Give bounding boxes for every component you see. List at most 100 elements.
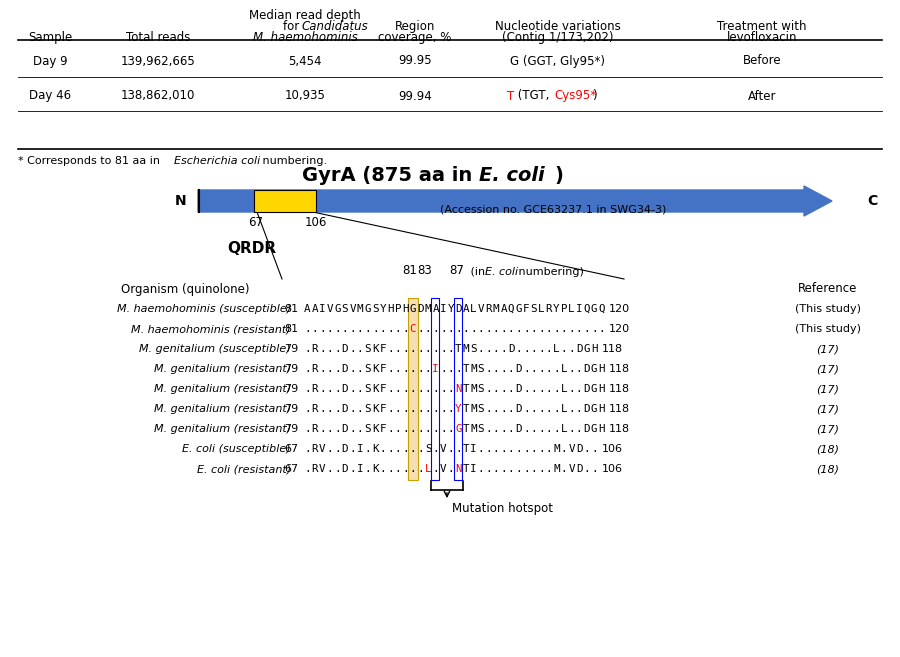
Text: P: P bbox=[394, 304, 401, 314]
Text: 81: 81 bbox=[402, 264, 417, 277]
Text: D: D bbox=[342, 464, 348, 474]
Text: .: . bbox=[418, 344, 424, 354]
Text: .: . bbox=[410, 344, 416, 354]
Text: S: S bbox=[478, 364, 484, 374]
Text: E. coli: E. coli bbox=[485, 267, 518, 277]
Text: M: M bbox=[470, 424, 477, 434]
Text: .: . bbox=[320, 404, 326, 414]
Text: .: . bbox=[327, 404, 333, 414]
Text: .: . bbox=[394, 404, 401, 414]
Text: .: . bbox=[334, 344, 341, 354]
Text: 138,862,010: 138,862,010 bbox=[121, 89, 195, 102]
Text: F: F bbox=[523, 304, 529, 314]
Text: 106: 106 bbox=[601, 464, 623, 474]
Text: Q: Q bbox=[508, 304, 515, 314]
Text: T: T bbox=[463, 444, 469, 454]
Text: .: . bbox=[349, 384, 356, 394]
Text: .: . bbox=[440, 344, 446, 354]
Text: .: . bbox=[568, 424, 575, 434]
Text: Cys95*: Cys95* bbox=[554, 89, 596, 102]
Text: H: H bbox=[598, 384, 605, 394]
Text: G: G bbox=[591, 384, 598, 394]
Text: M: M bbox=[493, 304, 500, 314]
Text: 120: 120 bbox=[609, 304, 630, 314]
Text: .: . bbox=[334, 324, 341, 334]
Text: K: K bbox=[372, 464, 378, 474]
Text: .: . bbox=[418, 404, 424, 414]
Text: .: . bbox=[372, 324, 378, 334]
Text: .: . bbox=[554, 324, 560, 334]
Text: .: . bbox=[425, 424, 431, 434]
Text: Escherichia coli: Escherichia coli bbox=[174, 156, 260, 166]
Text: .: . bbox=[493, 444, 500, 454]
Text: M. haemohominis (susceptible): M. haemohominis (susceptible) bbox=[117, 304, 291, 314]
Text: .: . bbox=[576, 404, 582, 414]
Text: .: . bbox=[387, 384, 393, 394]
Text: (17): (17) bbox=[816, 404, 840, 414]
Text: .: . bbox=[538, 324, 544, 334]
Text: R: R bbox=[311, 464, 318, 474]
Text: .: . bbox=[387, 444, 393, 454]
Text: (This study): (This study) bbox=[795, 324, 861, 334]
Text: .: . bbox=[402, 444, 409, 454]
Text: G: G bbox=[455, 424, 462, 434]
Text: .: . bbox=[432, 344, 439, 354]
Text: .: . bbox=[327, 324, 333, 334]
Text: H: H bbox=[402, 304, 409, 314]
Text: V: V bbox=[568, 444, 575, 454]
Text: I: I bbox=[320, 304, 326, 314]
Text: .: . bbox=[554, 404, 560, 414]
Text: .: . bbox=[538, 424, 544, 434]
Text: .: . bbox=[523, 344, 529, 354]
Text: .: . bbox=[516, 324, 522, 334]
Text: 79: 79 bbox=[284, 404, 298, 414]
Text: .: . bbox=[410, 404, 416, 414]
Text: V: V bbox=[320, 464, 326, 474]
Text: .: . bbox=[327, 364, 333, 374]
Text: .: . bbox=[500, 464, 507, 474]
Text: .: . bbox=[485, 344, 491, 354]
Text: 118: 118 bbox=[601, 344, 623, 354]
Text: 139,962,665: 139,962,665 bbox=[121, 55, 195, 68]
Text: K: K bbox=[372, 404, 378, 414]
Text: G: G bbox=[516, 304, 522, 314]
Text: H: H bbox=[598, 424, 605, 434]
Text: .: . bbox=[554, 424, 560, 434]
Text: .: . bbox=[516, 464, 522, 474]
Text: .: . bbox=[591, 324, 598, 334]
Text: .: . bbox=[538, 464, 544, 474]
Text: I: I bbox=[576, 304, 582, 314]
Text: .: . bbox=[418, 424, 424, 434]
Text: .: . bbox=[334, 424, 341, 434]
Text: G: G bbox=[334, 304, 341, 314]
Text: 10,935: 10,935 bbox=[284, 89, 326, 102]
Text: M. genitalium (resistant): M. genitalium (resistant) bbox=[154, 384, 291, 394]
Text: .: . bbox=[455, 364, 462, 374]
Text: .: . bbox=[500, 324, 507, 334]
Text: H: H bbox=[591, 344, 598, 354]
Text: R: R bbox=[485, 304, 491, 314]
Text: * Corresponds to 81 aa in: * Corresponds to 81 aa in bbox=[18, 156, 164, 166]
Text: .: . bbox=[523, 464, 529, 474]
Text: S: S bbox=[364, 364, 371, 374]
Text: G: G bbox=[591, 304, 598, 314]
Text: G (GGT, Gly95*): G (GGT, Gly95*) bbox=[510, 55, 606, 68]
Text: L: L bbox=[538, 304, 544, 314]
Text: D: D bbox=[516, 364, 522, 374]
Text: Y: Y bbox=[554, 304, 560, 314]
Text: .: . bbox=[485, 424, 491, 434]
Text: D: D bbox=[583, 424, 590, 434]
Text: C: C bbox=[410, 324, 416, 334]
Text: H: H bbox=[387, 304, 393, 314]
Text: 118: 118 bbox=[609, 364, 630, 374]
Text: .: . bbox=[387, 364, 393, 374]
Text: .: . bbox=[530, 424, 537, 434]
Text: .: . bbox=[583, 464, 590, 474]
Text: Mutation hotspot: Mutation hotspot bbox=[452, 502, 553, 515]
Text: .: . bbox=[356, 424, 364, 434]
Text: .: . bbox=[440, 404, 446, 414]
Text: for: for bbox=[283, 20, 303, 33]
Text: .: . bbox=[394, 384, 401, 394]
Text: S: S bbox=[342, 304, 348, 314]
Text: A: A bbox=[304, 304, 310, 314]
